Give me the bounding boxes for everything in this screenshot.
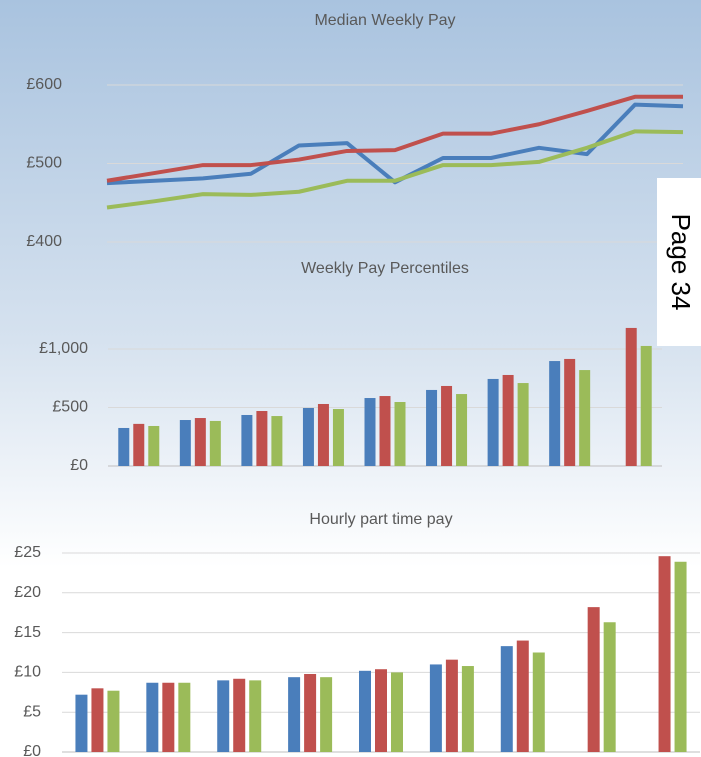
bar [429,664,442,752]
bar [209,420,221,466]
bar [640,345,652,466]
bar [317,403,329,466]
chart-title: Weekly Pay Percentiles [301,260,469,277]
bar [107,690,120,752]
bar [146,682,159,752]
bar [233,678,246,752]
bar [118,427,130,466]
y-tick-label: £20 [14,584,41,601]
y-tick-label: £25 [14,544,41,561]
bar [304,673,317,752]
y-tick-label: £1,000 [39,340,88,357]
bar [249,680,262,752]
y-tick-label: £400 [26,233,62,250]
bar [456,394,468,466]
bar [364,398,376,466]
y-tick-label: £15 [14,624,41,641]
bar [445,659,458,752]
bar [516,640,529,752]
bar [487,378,499,466]
bar [379,396,391,466]
bar [441,385,453,466]
y-tick-label: £500 [52,399,88,416]
bar [426,389,438,466]
y-tick-label: £0 [23,743,41,757]
chart-title: Median Weekly Pay [314,12,455,29]
bar [625,327,637,466]
bar [178,682,191,752]
bar [194,418,206,466]
bar [461,666,474,752]
bar [148,425,160,466]
bar [241,414,253,466]
line-series [106,94,683,183]
bar [603,622,616,752]
y-tick-label: £5 [23,703,41,720]
bar [256,411,268,466]
y-tick-label: £500 [26,155,62,172]
bar [502,374,514,466]
y-tick-label: £10 [14,664,41,681]
y-tick-label: £0 [70,457,88,474]
bar [391,672,403,752]
bar [500,646,513,752]
bar [579,370,591,466]
bar [75,694,88,752]
bar [217,680,230,752]
bar [133,423,145,466]
bar [91,688,104,752]
bar [517,383,529,466]
bar [179,420,191,466]
bar [564,358,576,466]
bar [674,561,687,752]
bar [587,607,600,752]
chart-title: Hourly part time pay [309,511,452,528]
bar [288,677,301,752]
bar [332,409,344,466]
bar [375,669,387,752]
bar [658,556,671,752]
bar [320,677,333,752]
page-label: Page 34 [666,214,696,311]
page-label-box [657,178,701,346]
bar [359,670,371,752]
y-tick-label: £600 [26,76,62,93]
bar [532,652,545,752]
bar [162,682,175,752]
line-series [106,129,684,210]
bar [549,361,561,466]
bar [302,407,314,466]
bar [271,416,283,466]
bar [394,402,406,466]
